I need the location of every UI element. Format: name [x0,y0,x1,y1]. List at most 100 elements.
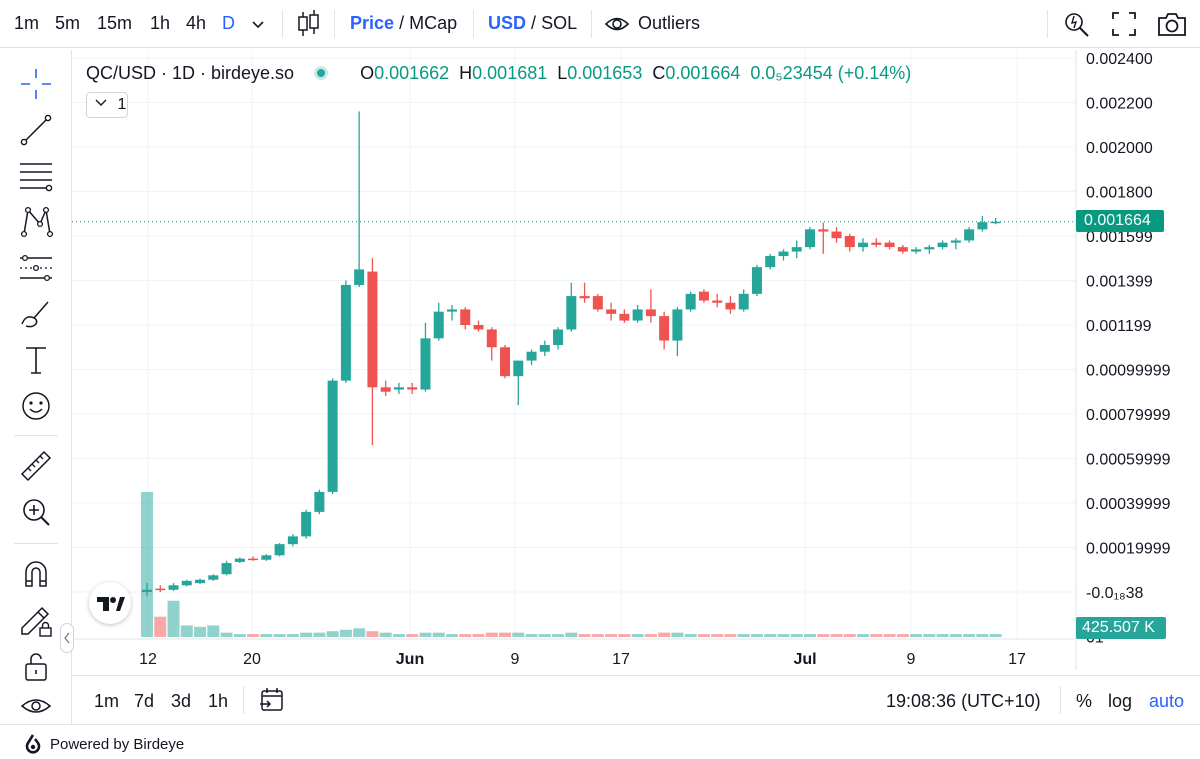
symbol-title[interactable]: QC/USD · 1D · birdeye.so [86,63,295,83]
candle-body [195,579,206,584]
price-tick-label: 0.001199 [1086,318,1152,335]
candle [168,583,179,591]
indicators-toggle-button[interactable]: 1 [86,92,128,118]
candle [645,289,656,323]
candle-body [314,491,325,512]
usd-sol-slash: / [531,13,537,33]
sol-option[interactable]: SOL [541,13,578,33]
interval-4h[interactable]: 4h [186,13,207,33]
candle [964,227,975,243]
interval-d[interactable]: D [222,13,235,33]
emoji-icon[interactable] [18,388,54,424]
candle [433,302,444,341]
candlestick-chart[interactable]: 0.002400 0.002200 0.002000 0.001800 0.001599… [72,50,1200,670]
candle [340,280,351,383]
volume-bar [406,634,419,637]
candle [738,289,749,312]
candle [473,320,484,332]
candle-body [818,229,829,232]
lock-drawing-icon[interactable] [18,602,54,638]
candle-body [181,580,192,586]
range-1h[interactable]: 1h [208,691,229,711]
log-scale-toggle[interactable]: log [1108,691,1133,711]
goto-date-icon[interactable] [258,686,286,719]
mcap-option[interactable]: MCap [409,13,458,33]
usd-option[interactable]: USD [488,13,527,33]
candle-body [513,360,524,377]
zoom-in-icon[interactable] [18,494,54,530]
price-axis[interactable]: 0.002400 0.002200 0.002000 0.001800 0.001599… [1086,51,1171,647]
ruler-icon[interactable] [18,448,54,484]
volume-bar [366,631,379,637]
unlock-icon[interactable] [18,648,54,684]
volume-bar [432,632,445,637]
candle-body [738,293,749,310]
volume-bar [286,634,299,637]
time-axis[interactable]: 12 20 Jun 9 17 Jul 9 17 [139,651,1026,668]
magic-cursor-icon[interactable] [1062,9,1092,44]
forecast-icon[interactable] [18,250,54,286]
chart-area[interactable]: 0.002400 0.002200 0.002000 0.001800 0.001599… [72,50,1200,670]
brush-icon[interactable] [18,296,54,332]
fullscreen-icon[interactable] [1110,10,1138,43]
candles [142,111,1001,597]
price-tick-label: -0.0₁₈38 [1086,585,1144,602]
interval-1m[interactable]: 1m [14,13,40,33]
candle-body [884,242,895,248]
volume-bar [339,629,352,637]
outliers-toggle[interactable]: Outliers [638,13,701,33]
auto-scale-toggle[interactable]: auto [1149,691,1185,711]
visibility-eye-icon[interactable] [18,688,54,724]
range-3d[interactable]: 3d [171,691,192,711]
pattern-icon[interactable] [18,204,54,240]
birdeye-logo-icon [24,734,42,759]
crosshair-icon[interactable] [18,66,54,102]
candle-body [844,236,855,248]
usd-sol-toggle[interactable]: USD / SOL [488,13,577,34]
interval-5m[interactable]: 5m [55,13,81,33]
camera-icon[interactable] [1156,10,1188,43]
candle [698,289,709,303]
candles-style-icon[interactable] [295,8,321,45]
trend-line-icon[interactable] [18,112,54,148]
volume-bar [804,634,816,637]
candle [924,244,935,254]
magnet-icon[interactable] [18,556,54,592]
top-toolbar: 1m 5m 15m 1h 4h D Price / MCap USD / SOL… [0,0,1200,48]
interval-1h[interactable]: 1h [150,13,171,33]
candle [181,579,192,587]
candle [659,311,670,350]
price-tick-label: 0.001399 [1086,274,1153,291]
clock-timezone[interactable]: 19:08:36 (UTC+10) [886,691,1041,711]
text-tool-icon[interactable] [18,342,54,378]
candle [393,382,404,394]
chevron-down-icon [95,99,107,106]
candle [844,233,855,252]
volume-bars [141,492,1002,637]
price-option[interactable]: Price [350,13,395,33]
interval-15m[interactable]: 15m [97,13,133,33]
candle-body [712,300,723,303]
percent-scale-toggle[interactable]: % [1076,691,1093,711]
range-1m[interactable]: 1m [94,691,120,711]
eye-icon[interactable] [604,12,630,41]
volume-bar [326,631,339,637]
bottom-toolbar: 1m 7d 3d 1h 19:08:36 (UTC+10) % log auto [72,675,1200,723]
candle [142,583,152,597]
interval-chevron-down-icon[interactable] [250,14,266,39]
volume-bar [711,634,724,637]
volume-bar [313,632,326,637]
fib-retracement-icon[interactable] [18,158,54,194]
tradingview-logo[interactable] [89,582,131,624]
volume-bar [605,634,618,637]
price-mcap-toggle[interactable]: Price / MCap [350,13,457,34]
range-7d[interactable]: 7d [134,691,155,711]
candle-body [407,387,418,390]
volume-bar [750,634,763,637]
price-tick-label: 0.002200 [1086,96,1153,113]
volume-bar [220,632,233,637]
candle-body [221,563,232,575]
close-value: 0.001664 [665,63,741,83]
candle [248,556,259,561]
collapse-toolbar-handle[interactable] [60,623,74,653]
